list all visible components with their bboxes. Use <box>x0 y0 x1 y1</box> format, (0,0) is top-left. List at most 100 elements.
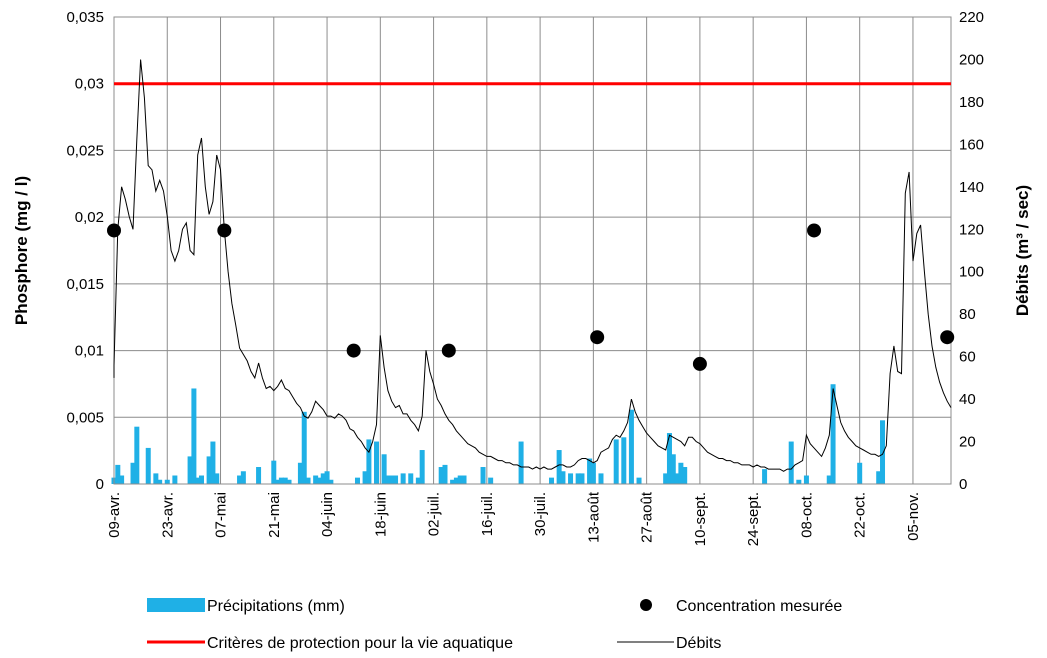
precipitation-bar <box>556 450 562 484</box>
precipitation-bar <box>457 475 463 484</box>
precipitation-bar <box>636 477 642 484</box>
concentration-dot <box>441 343 456 358</box>
left-tick-label: 0,01 <box>75 343 104 360</box>
right-tick-label: 200 <box>959 51 984 68</box>
precipitation-bar <box>324 471 330 484</box>
precipitation-bar <box>271 460 277 484</box>
precipitation-bar <box>590 462 596 484</box>
precipitation-bar <box>195 477 201 484</box>
right-tick-label: 120 <box>959 221 984 238</box>
right-tick-label: 140 <box>959 179 984 196</box>
concentration-dot <box>807 223 822 238</box>
left-tick-label: 0,02 <box>75 209 104 226</box>
precipitation-bar <box>187 456 193 484</box>
concentration-dot <box>692 356 707 371</box>
x-tick-label: 16-juil. <box>479 492 496 536</box>
precipitation-bar <box>587 458 593 484</box>
precipitation-bar <box>518 441 524 484</box>
precipitation-bar <box>316 477 322 484</box>
precipitation-bar <box>826 475 832 484</box>
right-tick-label: 80 <box>959 306 976 323</box>
right-tick-label: 60 <box>959 349 976 366</box>
legend-label-concentration: Concentration mesurée <box>676 598 842 615</box>
precipitation-bar <box>362 471 368 484</box>
precipitation-bar <box>119 475 125 484</box>
x-tick-label: 07-mai <box>213 492 230 538</box>
right-tick-label: 160 <box>959 136 984 153</box>
x-tick-label: 04-juin <box>319 492 336 537</box>
concentration-dot <box>346 343 361 358</box>
precipitation-bar <box>210 441 216 484</box>
precipitation-bar <box>408 473 414 484</box>
precipitation-bar <box>320 473 326 484</box>
right-tick-label: 220 <box>959 9 984 26</box>
precipitation-bar <box>876 471 882 484</box>
x-tick-label: 22-oct. <box>852 492 869 538</box>
precipitation-bar <box>678 462 684 484</box>
precipitation-bar <box>670 454 676 484</box>
precipitation-bar <box>385 475 391 484</box>
precipitation-bar <box>613 439 619 484</box>
right-tick-label: 100 <box>959 264 984 281</box>
precipitation-bar <box>663 473 669 484</box>
precipitation-bar <box>762 469 768 484</box>
precipitation-bar <box>157 479 163 484</box>
flow-polyline <box>113 59 952 472</box>
precipitation-bar <box>621 437 627 484</box>
precipitation-bar <box>153 473 159 484</box>
plot-area-border <box>113 16 952 485</box>
precipitation-bar <box>488 477 494 484</box>
right-axis-title: Débits (m³ / sec) <box>1013 185 1032 316</box>
precipitation-bar <box>164 479 170 484</box>
precipitation-bar <box>313 475 319 484</box>
precipitation-bar <box>256 467 262 484</box>
plot-frame <box>113 16 952 485</box>
x-tick-label: 23-avr. <box>159 492 176 538</box>
concentration-dot <box>107 223 121 238</box>
precipitation-bar <box>214 473 220 484</box>
precipitation-bar <box>301 411 307 484</box>
precipitation-bar <box>450 479 456 484</box>
precipitation-bar <box>803 475 809 484</box>
precipitation-bar <box>442 464 448 484</box>
x-tick-label: 05-nov. <box>905 492 922 541</box>
precipitation-bar <box>275 479 281 484</box>
x-tick-label: 08-oct. <box>798 492 815 538</box>
precipitation-bar <box>568 473 574 484</box>
precipitation-bar <box>666 433 672 484</box>
precipitation-bar <box>374 441 380 484</box>
gridlines <box>113 16 951 485</box>
x-tick-label: 30-juil. <box>532 492 549 536</box>
x-tick-label: 24-sept. <box>745 492 762 546</box>
precipitation-bar <box>366 439 372 484</box>
x-tick-label: 21-mai <box>266 492 283 538</box>
precipitation-bar <box>415 477 421 484</box>
precipitation-bar <box>796 479 802 484</box>
precipitation-bar <box>206 456 212 484</box>
precipitation-bar <box>674 473 680 484</box>
precipitation-bar <box>560 471 566 484</box>
x-tick-label: 02-juil. <box>426 492 443 536</box>
precipitation-bar <box>628 409 634 484</box>
right-tick-label: 20 <box>959 434 976 451</box>
precipitation-bar <box>286 479 292 484</box>
concentration-dot <box>217 223 232 238</box>
precipitation-bar <box>172 475 178 484</box>
precipitation-bar <box>199 475 205 484</box>
x-tick-label: 10-sept. <box>692 492 709 546</box>
precipitation-bar <box>788 441 794 484</box>
precipitation-bar <box>575 473 581 484</box>
precipitation-bar <box>115 464 121 484</box>
precipitation-bar <box>857 462 863 484</box>
left-axis-ticks: 0 0,005 0,01 0,015 0,02 0,025 0,03 0,035 <box>66 9 104 493</box>
precipitation-bar <box>145 447 151 484</box>
legend-swatch-precipitation <box>147 598 205 612</box>
precipitation-bar <box>549 477 555 484</box>
precipitation-bar <box>480 467 486 484</box>
precipitation-bar <box>297 462 303 484</box>
precipitation-bar <box>305 477 311 484</box>
x-tick-label: 27-août <box>639 491 656 543</box>
x-tick-label: 18-juin <box>372 492 389 537</box>
flow-line <box>113 59 952 472</box>
